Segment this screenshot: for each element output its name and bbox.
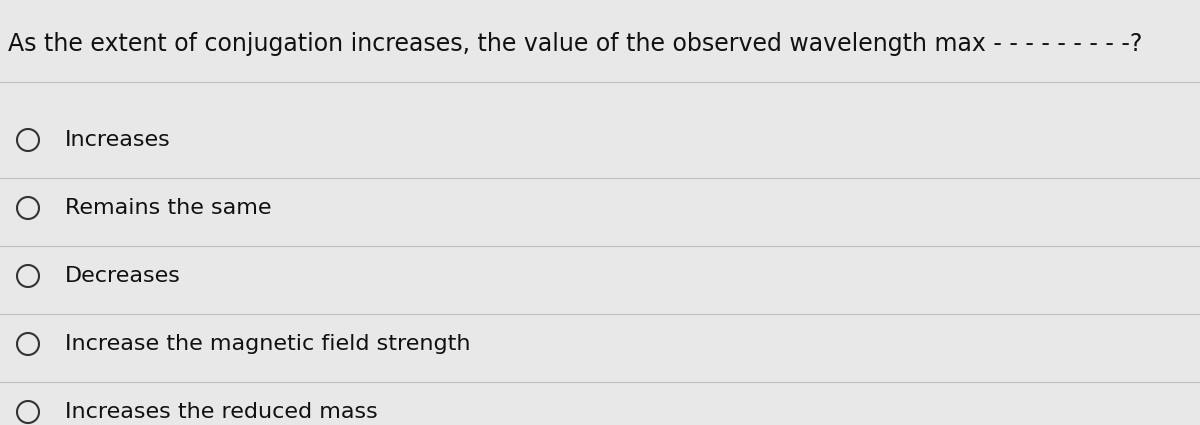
Text: As the extent of conjugation increases, the value of the observed wavelength max: As the extent of conjugation increases, … [8, 32, 1142, 56]
Text: Remains the same: Remains the same [65, 198, 271, 218]
Text: Decreases: Decreases [65, 266, 181, 286]
Text: Increases: Increases [65, 130, 170, 150]
Text: Increases the reduced mass: Increases the reduced mass [65, 402, 378, 422]
Text: Increase the magnetic field strength: Increase the magnetic field strength [65, 334, 470, 354]
